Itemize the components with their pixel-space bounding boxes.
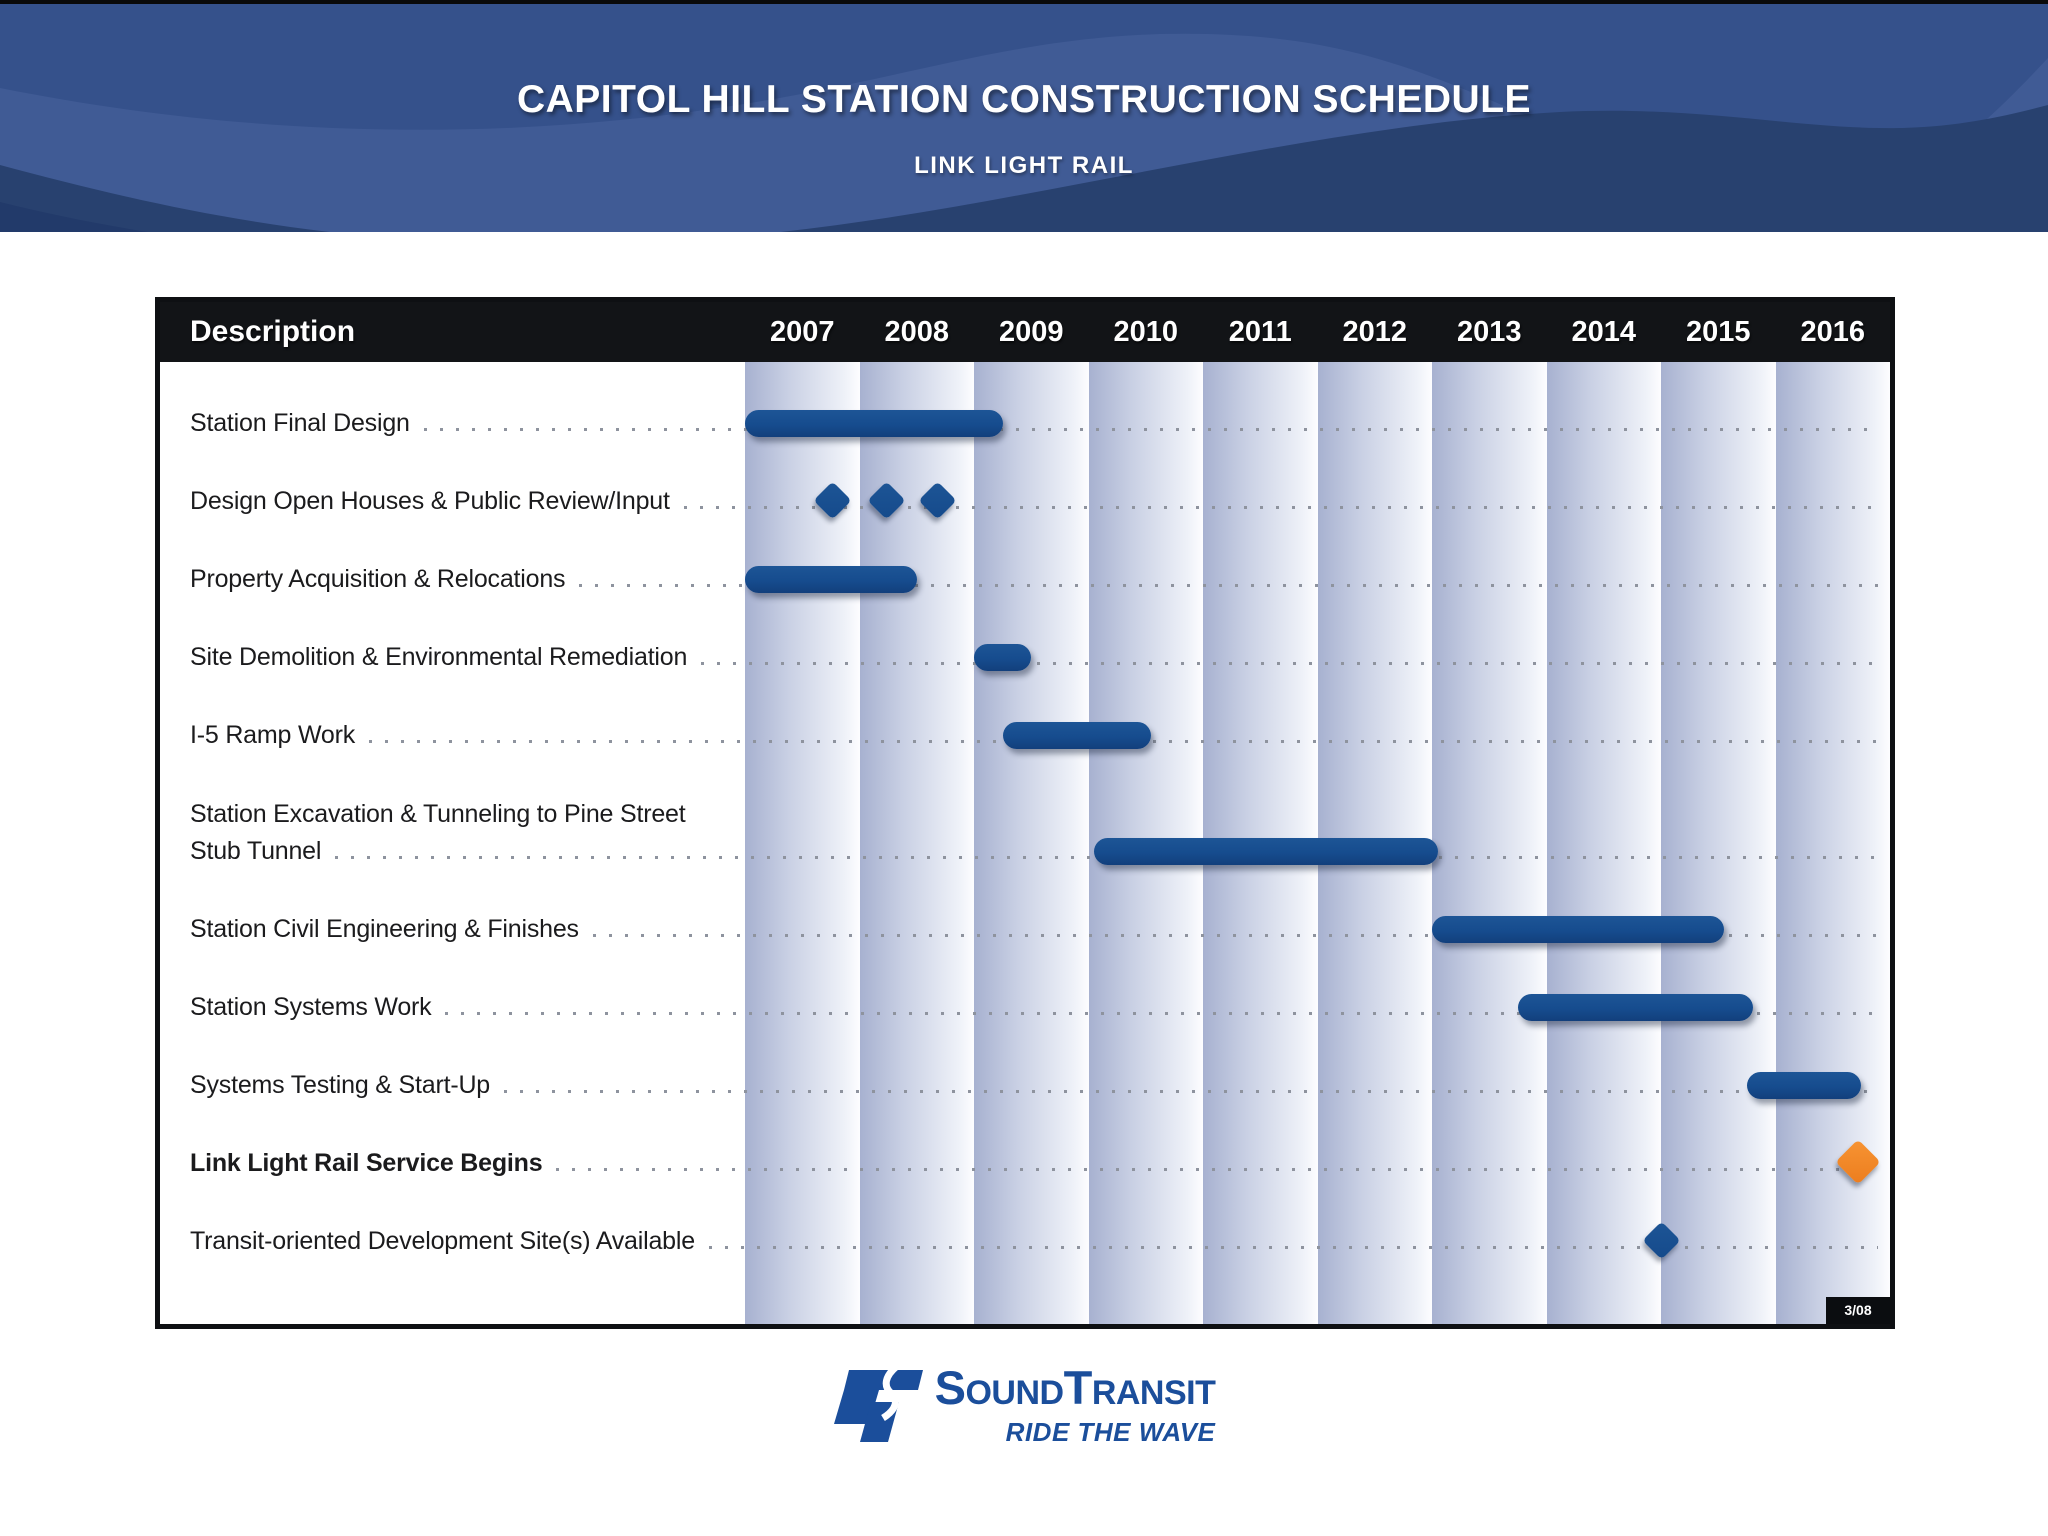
year-column-2008 [859, 362, 974, 1324]
task-label: Property Acquisition & Relocations [190, 565, 566, 593]
dotted-leader [683, 506, 1878, 509]
year-column-2014 [1546, 362, 1661, 1324]
year-tick-2013: 2013 [1456, 316, 1522, 348]
footer: S OUND T RANSIT RIDE THE WAVE [0, 1360, 2048, 1490]
year-tick-2012: 2012 [1342, 316, 1408, 348]
brand-sound-initial: S [934, 1361, 966, 1414]
gantt-bar [1002, 722, 1152, 749]
year-tick-2008: 2008 [884, 316, 950, 348]
task-row: Transit-oriented Development Site(s) Ava… [190, 1224, 1878, 1274]
task-row: Stub Tunnel [190, 834, 1878, 884]
task-row: Systems Testing & Start-Up [190, 1068, 1878, 1118]
dotted-leader [423, 428, 1878, 431]
gantt-bar [1432, 916, 1724, 943]
task-label: Systems Testing & Start-Up [190, 1071, 491, 1099]
year-column-2007 [745, 362, 860, 1324]
year-tick-2009: 2009 [998, 316, 1064, 348]
year-tick-2015: 2015 [1685, 316, 1751, 348]
gantt-bar [974, 644, 1032, 671]
gantt-bar [1517, 994, 1753, 1021]
dotted-leader [504, 1090, 1878, 1093]
brand-transit-rest: RANSIT [1091, 1374, 1216, 1412]
dotted-leader [592, 934, 1878, 937]
task-label: I-5 Ramp Work [190, 721, 356, 749]
task-label: Site Demolition & Environmental Remediat… [190, 643, 688, 671]
dotted-leader [556, 1168, 1878, 1171]
task-label: Transit-oriented Development Site(s) Ava… [190, 1227, 695, 1255]
task-row: Station Systems Work [190, 990, 1878, 1040]
sound-transit-mark-icon [833, 1366, 923, 1442]
task-row: Station Civil Engineering & Finishes [190, 912, 1878, 962]
dotted-leader [708, 1246, 1878, 1249]
top-border-line [0, 0, 2048, 4]
task-label: Link Light Rail Service Begins [190, 1149, 543, 1177]
task-label-line: Station Excavation & Tunneling to Pine S… [190, 800, 686, 828]
gantt-chart-inner: Description 2007 2008 2009 2010 2011 2012 2013… [160, 302, 1890, 1324]
page-title: CAPITOL HILL STATION CONSTRUCTION SCHEDU… [516, 78, 1532, 121]
hero-header: CAPITOL HILL STATION CONSTRUCTION SCHEDU… [0, 0, 2048, 232]
gantt-bar [745, 410, 1003, 437]
task-row: Site Demolition & Environmental Remediat… [190, 640, 1878, 690]
year-tick-2010: 2010 [1113, 316, 1179, 348]
year-tick-2011: 2011 [1228, 316, 1292, 348]
dotted-leader [579, 584, 1878, 587]
task-label: Station Systems Work [190, 993, 432, 1021]
brand-tagline: RIDE THE WAVE [1005, 1417, 1216, 1447]
sound-transit-logo: S OUND T RANSIT RIDE THE WAVE [833, 1360, 1216, 1490]
task-row: Property Acquisition & Relocations [190, 562, 1878, 612]
page-subtitle: LINK LIGHT RAIL [914, 152, 1134, 179]
dotted-leader [701, 662, 1878, 665]
task-label: Stub Tunnel [190, 837, 322, 865]
description-column-header: Description [190, 315, 356, 348]
task-label: Design Open Houses & Public Review/Input [190, 487, 670, 515]
brand-wordmark: S OUND T RANSIT [935, 1360, 1216, 1415]
brand-text-block: S OUND T RANSIT RIDE THE WAVE [935, 1360, 1216, 1448]
task-label: Station Final Design [190, 409, 410, 437]
date-stamp-badge: 3/08 [1826, 1297, 1890, 1324]
chart-header-row: Description 2007 2008 2009 2010 2011 2012 2013… [160, 302, 1890, 362]
task-row: Station Final Design [190, 406, 1878, 456]
gantt-bar [745, 566, 917, 593]
year-tick-2016: 2016 [1800, 316, 1866, 348]
year-column-2009 [974, 362, 1089, 1324]
brand-sound-rest: OUND [965, 1374, 1064, 1412]
year-tick-2014: 2014 [1571, 316, 1637, 348]
task-row: Link Light Rail Service Begins [190, 1146, 1878, 1196]
task-row: Design Open Houses & Public Review/Input [190, 484, 1878, 534]
brand-transit-initial: T [1063, 1361, 1093, 1414]
year-column-2015 [1661, 362, 1776, 1324]
dotted-leader [445, 1012, 1878, 1015]
gantt-bar [1746, 1072, 1862, 1099]
year-tick-2007: 2007 [769, 316, 835, 348]
gantt-chart: Description 2007 2008 2009 2010 2011 2012 2013… [155, 297, 1895, 1329]
task-label: Station Civil Engineering & Finishes [190, 915, 579, 943]
wave-background-graphic [0, 0, 2048, 232]
year-column-2013 [1432, 362, 1547, 1324]
gantt-bar [1094, 838, 1438, 865]
